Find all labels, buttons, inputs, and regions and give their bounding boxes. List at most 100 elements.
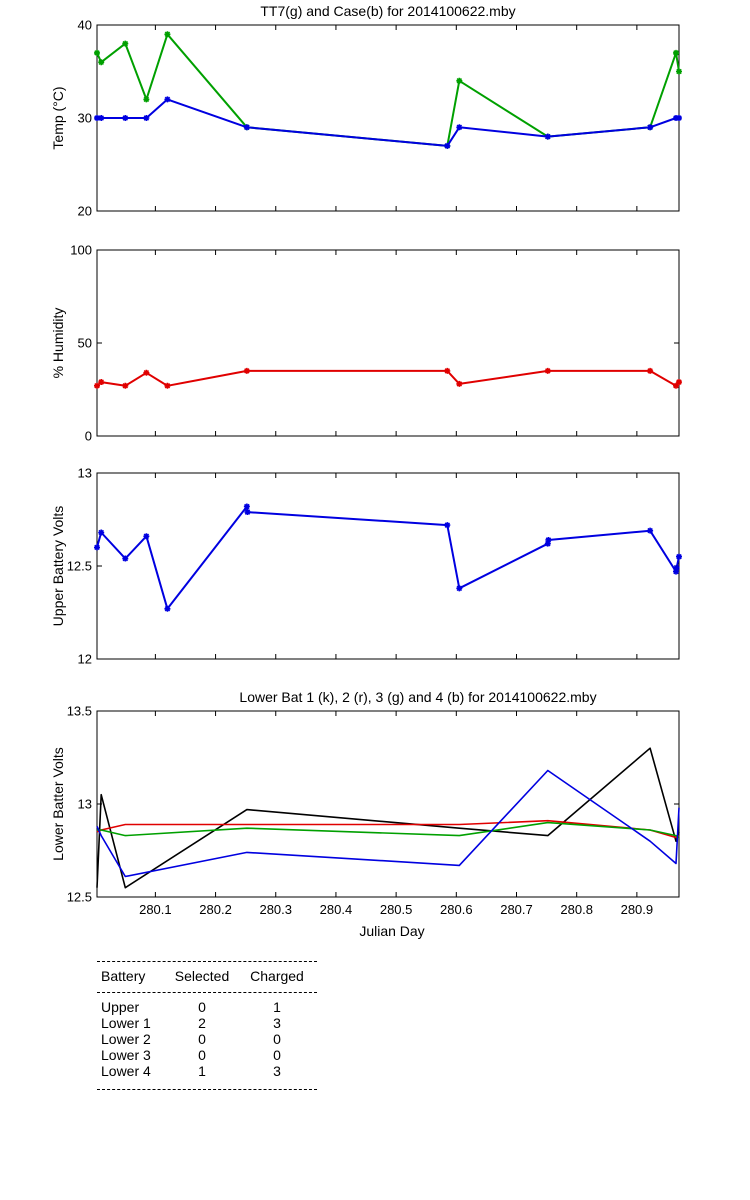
data-point-marker [672, 49, 679, 56]
y-tick-label: 50 [78, 336, 92, 351]
data-point-marker [647, 527, 654, 534]
data-point-marker [672, 382, 679, 389]
row-selected: 0 [198, 1047, 206, 1063]
header-battery: Battery [101, 968, 146, 984]
data-point-marker [244, 509, 251, 516]
data-point-marker [143, 115, 150, 121]
row-battery: Lower 3 [101, 1047, 151, 1063]
y-tick-label: 13 [78, 797, 92, 812]
x-tick-label: 280.7 [500, 902, 533, 917]
x-tick-label: 280.8 [560, 902, 593, 917]
x-axis-label: Julian Day [359, 923, 424, 939]
battery-stats-table: Battery Selected Charged Upper 0 1 Lower… [97, 961, 317, 1090]
table-top-divider [97, 961, 317, 962]
table-bottom-divider [97, 1089, 317, 1090]
row-battery: Lower 1 [101, 1015, 151, 1031]
series-line-1 [96, 33, 680, 147]
data-point-marker [94, 382, 100, 389]
y-tick-label: 12.5 [67, 890, 92, 905]
row-selected: 2 [198, 1015, 206, 1031]
row-selected: 0 [198, 999, 206, 1015]
data-point-marker [94, 49, 100, 56]
data-point-marker [164, 605, 171, 612]
data-point-marker [98, 529, 105, 536]
row-charged: 3 [273, 1063, 281, 1079]
row-battery: Lower 2 [101, 1031, 151, 1047]
data-point-marker [122, 555, 129, 562]
table-row: Lower 1 2 3 [97, 1015, 317, 1031]
x-tick-label: 280.6 [440, 902, 473, 917]
plot-frame [96, 472, 680, 660]
data-point-marker [647, 367, 654, 374]
x-tick-label: 280.4 [320, 902, 353, 917]
data-point-marker [143, 96, 150, 103]
header-selected: Selected [174, 968, 230, 984]
x-tick-label: 280.1 [139, 902, 172, 917]
data-point-marker [243, 124, 250, 131]
x-tick-label: 280.9 [621, 902, 654, 917]
data-point-marker [676, 379, 682, 386]
row-selected: 1 [198, 1063, 206, 1079]
data-point-marker [94, 544, 100, 551]
data-point-marker [676, 68, 682, 75]
series-line-1 [96, 505, 680, 610]
data-point-marker [544, 367, 551, 374]
row-charged: 1 [273, 999, 281, 1015]
data-point-marker [143, 533, 150, 540]
row-charged: 0 [273, 1031, 281, 1047]
row-battery: Lower 4 [101, 1063, 151, 1079]
table-row: Upper 0 1 [97, 999, 317, 1015]
data-point-marker [544, 540, 551, 547]
y-tick-label: 12 [78, 652, 92, 667]
y-tick-label: 40 [78, 18, 92, 33]
y-axis-label: Temp (°C) [50, 86, 66, 149]
data-point-marker [676, 115, 682, 121]
data-point-marker [456, 585, 463, 592]
data-point-marker [456, 77, 463, 84]
row-selected: 0 [198, 1031, 206, 1047]
y-tick-label: 100 [70, 243, 92, 258]
x-tick-label: 280.2 [199, 902, 232, 917]
data-point-marker [444, 367, 451, 374]
data-point-marker [243, 503, 250, 510]
series-line-3 [97, 821, 680, 839]
y-tick-label: 0 [85, 429, 92, 444]
data-point-marker [673, 564, 680, 571]
data-point-marker [243, 367, 250, 374]
chart-title: TT7(g) and Case(b) for 2014100622.mby [260, 3, 515, 19]
x-tick-label: 280.5 [380, 902, 413, 917]
series-line-1 [96, 369, 680, 387]
table-header-row: Battery Selected Charged [97, 968, 317, 984]
chart-title: Lower Bat 1 (k), 2 (r), 3 (g) and 4 (b) … [239, 689, 596, 705]
y-axis-label: Upper Battery Volts [50, 506, 66, 627]
series-line-4 [96, 769, 680, 878]
y-axis-label: Lower Batter Volts [50, 747, 66, 861]
table-row: Lower 4 1 3 [97, 1063, 317, 1079]
y-tick-label: 13.5 [67, 704, 92, 719]
series-line-2 [97, 98, 679, 147]
data-point-marker [98, 115, 105, 121]
plot-frame [96, 249, 680, 437]
y-tick-label: 13 [78, 466, 92, 481]
data-point-marker [647, 124, 654, 131]
data-point-marker [456, 380, 463, 387]
data-point-marker [444, 522, 451, 529]
data-point-marker [444, 142, 451, 149]
x-tick-label: 280.3 [259, 902, 292, 917]
data-point-marker [164, 382, 171, 389]
data-point-marker [98, 59, 105, 66]
data-point-marker [676, 553, 682, 560]
data-point-marker [98, 379, 105, 386]
y-tick-label: 30 [78, 111, 92, 126]
table-row: Lower 3 0 0 [97, 1047, 317, 1063]
table-body: Upper 0 1 Lower 1 2 3 Lower 2 0 0 Lower … [97, 999, 317, 1079]
data-point-marker [545, 536, 552, 543]
data-point-marker [672, 115, 679, 121]
row-charged: 0 [273, 1047, 281, 1063]
data-point-marker [122, 115, 129, 121]
header-charged: Charged [250, 968, 304, 984]
y-tick-label: 12.5 [67, 559, 92, 574]
row-battery: Upper [101, 999, 140, 1015]
y-tick-label: 20 [78, 204, 92, 219]
